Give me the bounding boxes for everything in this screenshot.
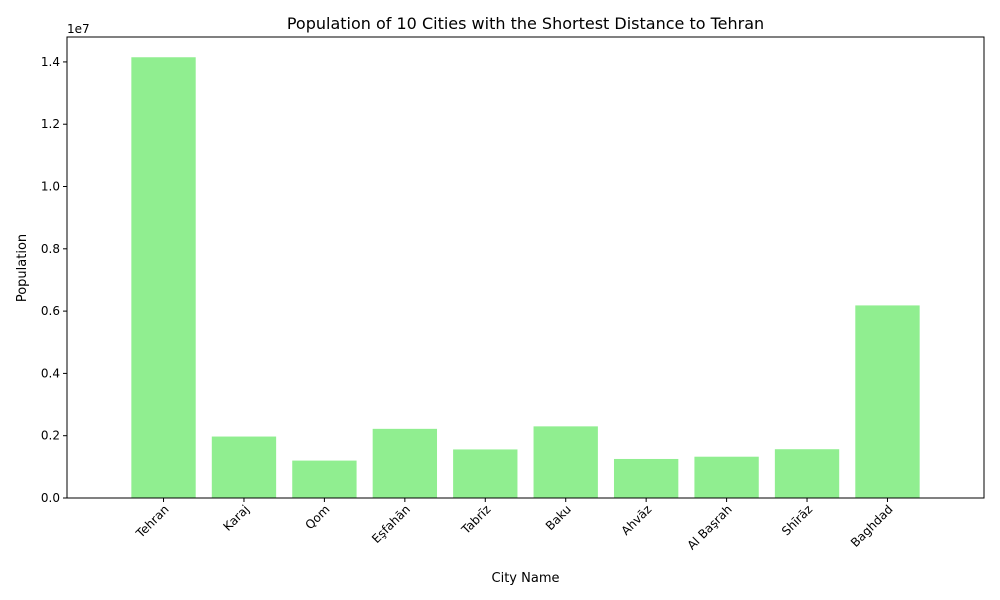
bar-7 xyxy=(694,456,759,498)
bar-8 xyxy=(774,449,840,498)
y-axis: 0.0 0.2 0.4 0.6 0.8 1.0 1.2 1.4 xyxy=(41,55,67,505)
y-tick-label-5: 1.0 xyxy=(41,180,60,194)
x-tick-label-4: Tabrīz xyxy=(458,502,493,537)
bar-1 xyxy=(211,436,277,498)
bar-3 xyxy=(372,428,438,498)
chart-title: Population of 10 Cities with the Shortes… xyxy=(287,14,764,33)
y-axis-label: Population xyxy=(15,234,30,302)
bar-5 xyxy=(533,426,598,498)
x-tick-label-2: Qom xyxy=(302,502,332,532)
bar-4 xyxy=(453,449,518,498)
x-axis: Tehran Karaj Qom Eşfahān Tabrīz Baku Ahvāz Al B… xyxy=(133,498,896,552)
bar-0 xyxy=(131,57,196,498)
y-tick-label-3: 0.6 xyxy=(41,304,60,318)
y-tick-label-7: 1.4 xyxy=(41,55,60,69)
x-tick-label-6: Ahvāz xyxy=(619,502,655,538)
bar-9 xyxy=(855,305,920,498)
x-tick-label-3: Eşfahān xyxy=(369,502,413,546)
x-tick-label-5: Baku xyxy=(543,502,574,533)
x-tick-label-9: Baghdad xyxy=(848,502,896,550)
plot-frame xyxy=(66,36,985,499)
y-tick-label-2: 0.4 xyxy=(41,366,60,380)
y-tick-label-1: 0.2 xyxy=(41,429,60,443)
x-tick-label-1: Karaj xyxy=(221,502,253,534)
x-tick-label-0: Tehran xyxy=(133,502,172,541)
y-offset-label: 1e7 xyxy=(67,22,90,36)
bars-group xyxy=(131,57,920,498)
bar-6 xyxy=(613,458,679,498)
x-tick-label-7: Al Başrah xyxy=(684,502,734,552)
y-tick-label-4: 0.8 xyxy=(41,242,60,256)
x-axis-label: City Name xyxy=(492,571,560,586)
y-tick-label-0: 0.0 xyxy=(41,491,60,505)
x-tick-label-8: Shīrāz xyxy=(779,502,815,538)
y-tick-label-6: 1.2 xyxy=(41,117,60,131)
bar-2 xyxy=(292,460,357,498)
